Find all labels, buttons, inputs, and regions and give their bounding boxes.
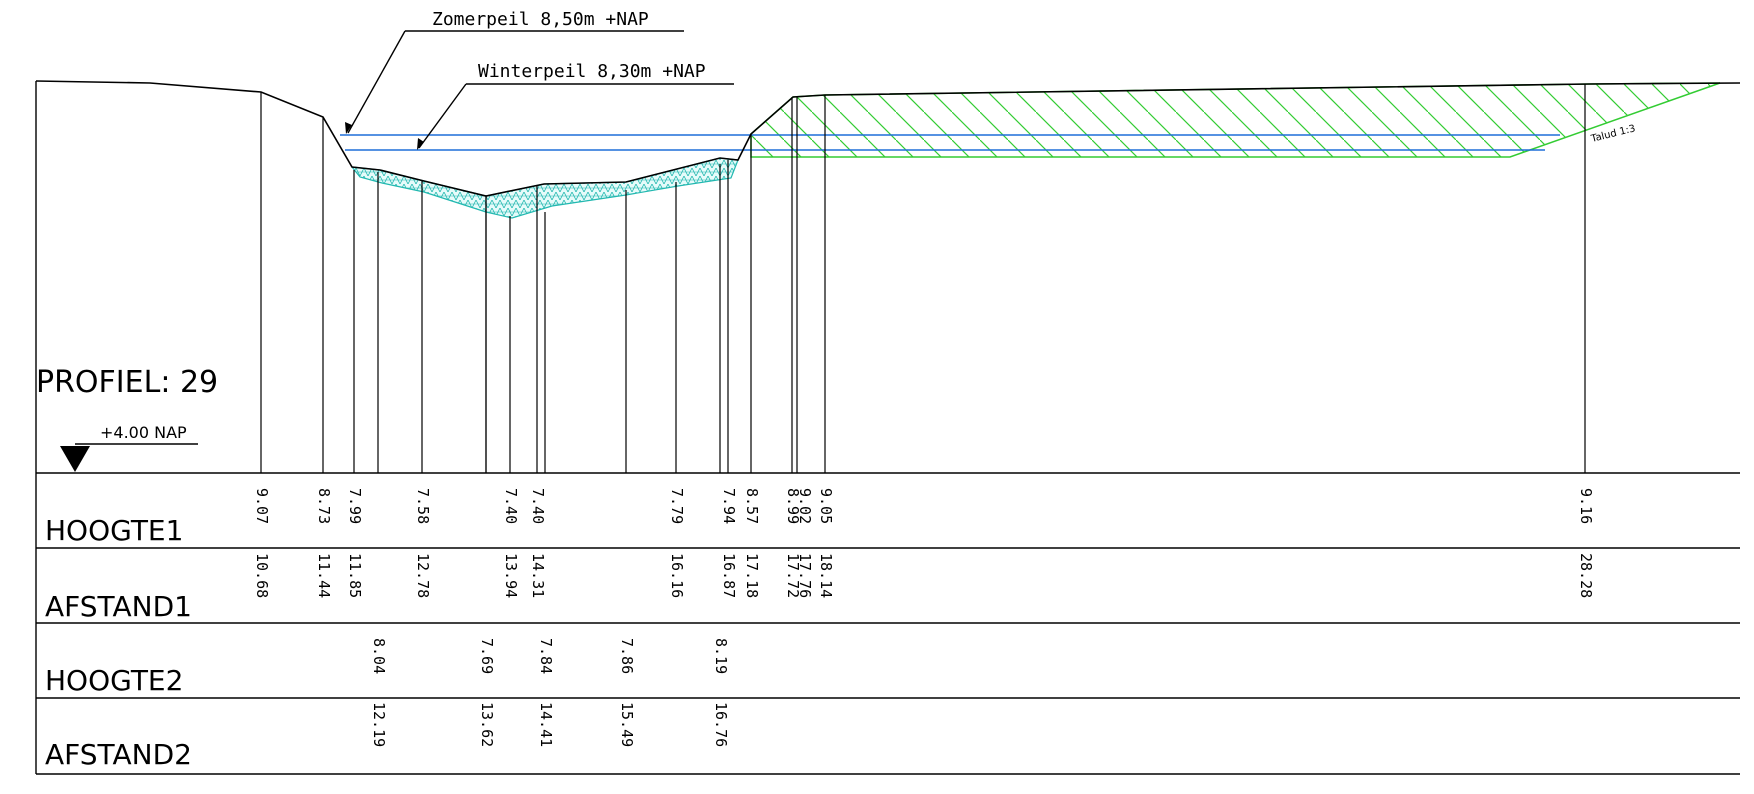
afstand1-value: 13.94 [502, 553, 520, 598]
hoogte1-value: 8.57 [743, 488, 761, 524]
hoogte1-value: 9.02 [796, 488, 814, 524]
hoogte1-value: 7.94 [720, 488, 738, 524]
afstand1-value: 14.31 [529, 553, 547, 598]
ground-profile-line [35, 80, 1741, 197]
hoogte2-value: 7.69 [478, 638, 496, 674]
zomerpeil-label: Zomerpeil 8,50m +NAP [432, 9, 649, 30]
row-label-afstand2: AFSTAND2 [45, 738, 192, 771]
hoogte1-value: 7.79 [668, 488, 686, 524]
winterpeil-arrow [417, 138, 424, 150]
hoogte1-values: 9.07 8.73 7.99 7.58 7.40 7.40 7.79 7.94 … [253, 488, 1595, 524]
hoogte1-value: 7.58 [414, 488, 432, 524]
afstand1-value: 16.87 [720, 553, 738, 598]
hoogte1-value: 8.99 [784, 488, 802, 524]
afstand2-value: 14.41 [537, 702, 555, 747]
bottom-stations [377, 164, 721, 473]
row-label-afstand1: AFSTAND1 [45, 590, 192, 623]
winterpeil-leader-diag [418, 83, 467, 149]
hoogte2-value: 8.04 [370, 638, 388, 674]
hoogte2-value: 7.86 [618, 638, 636, 674]
hoogte1-value: 8.73 [315, 488, 333, 524]
winterpeil-label: Winterpeil 8,30m +NAP [478, 61, 706, 82]
afstand1-value: 16.16 [668, 553, 686, 598]
hoogte2-value: 7.84 [537, 638, 555, 674]
afstand2-value: 15.49 [618, 702, 636, 747]
hoogte1-value: 7.40 [502, 488, 520, 524]
afstand1-values: 10.68 11.44 11.85 12.78 13.94 14.31 16.1… [253, 553, 1595, 598]
reference-label: +4.00 NAP [100, 423, 187, 442]
reference-triangle [60, 446, 90, 472]
hoogte1-value: 9.16 [1577, 488, 1595, 524]
afstand1-value: 18.14 [817, 553, 835, 598]
afstand1-value: 17.76 [796, 553, 814, 598]
hoogte2-value: 8.19 [712, 638, 730, 674]
hoogte2-values: 8.04 7.69 7.84 7.86 8.19 [370, 638, 730, 674]
row-label-hoogte2: HOOGTE2 [45, 664, 183, 697]
afstand1-value: 17.18 [743, 553, 761, 598]
afstand1-value: 17.72 [784, 553, 802, 598]
profile-title: PROFIEL: 29 [36, 365, 218, 400]
hoogte1-value: 7.40 [529, 488, 547, 524]
zomerpeil-arrow [345, 122, 352, 134]
afstand1-value: 11.85 [346, 553, 364, 598]
zomerpeil-leader-diag [347, 30, 406, 134]
afstand1-value: 10.68 [253, 553, 271, 598]
afstand2-value: 13.62 [478, 702, 496, 747]
afstand1-value: 12.78 [414, 553, 432, 598]
hoogte1-value: 7.99 [346, 488, 364, 524]
afstand2-value: 12.19 [370, 702, 388, 747]
hoogte1-value: 9.07 [253, 488, 271, 524]
afstand1-value: 11.44 [315, 553, 333, 598]
afstand1-value: 28.28 [1577, 553, 1595, 598]
afstand2-value: 16.76 [712, 702, 730, 747]
hoogte1-value: 9.05 [817, 488, 835, 524]
afstand2-values: 12.19 13.62 14.41 15.49 16.76 [370, 702, 730, 747]
row-label-hoogte1: HOOGTE1 [45, 514, 183, 547]
sediment-area [350, 157, 739, 219]
